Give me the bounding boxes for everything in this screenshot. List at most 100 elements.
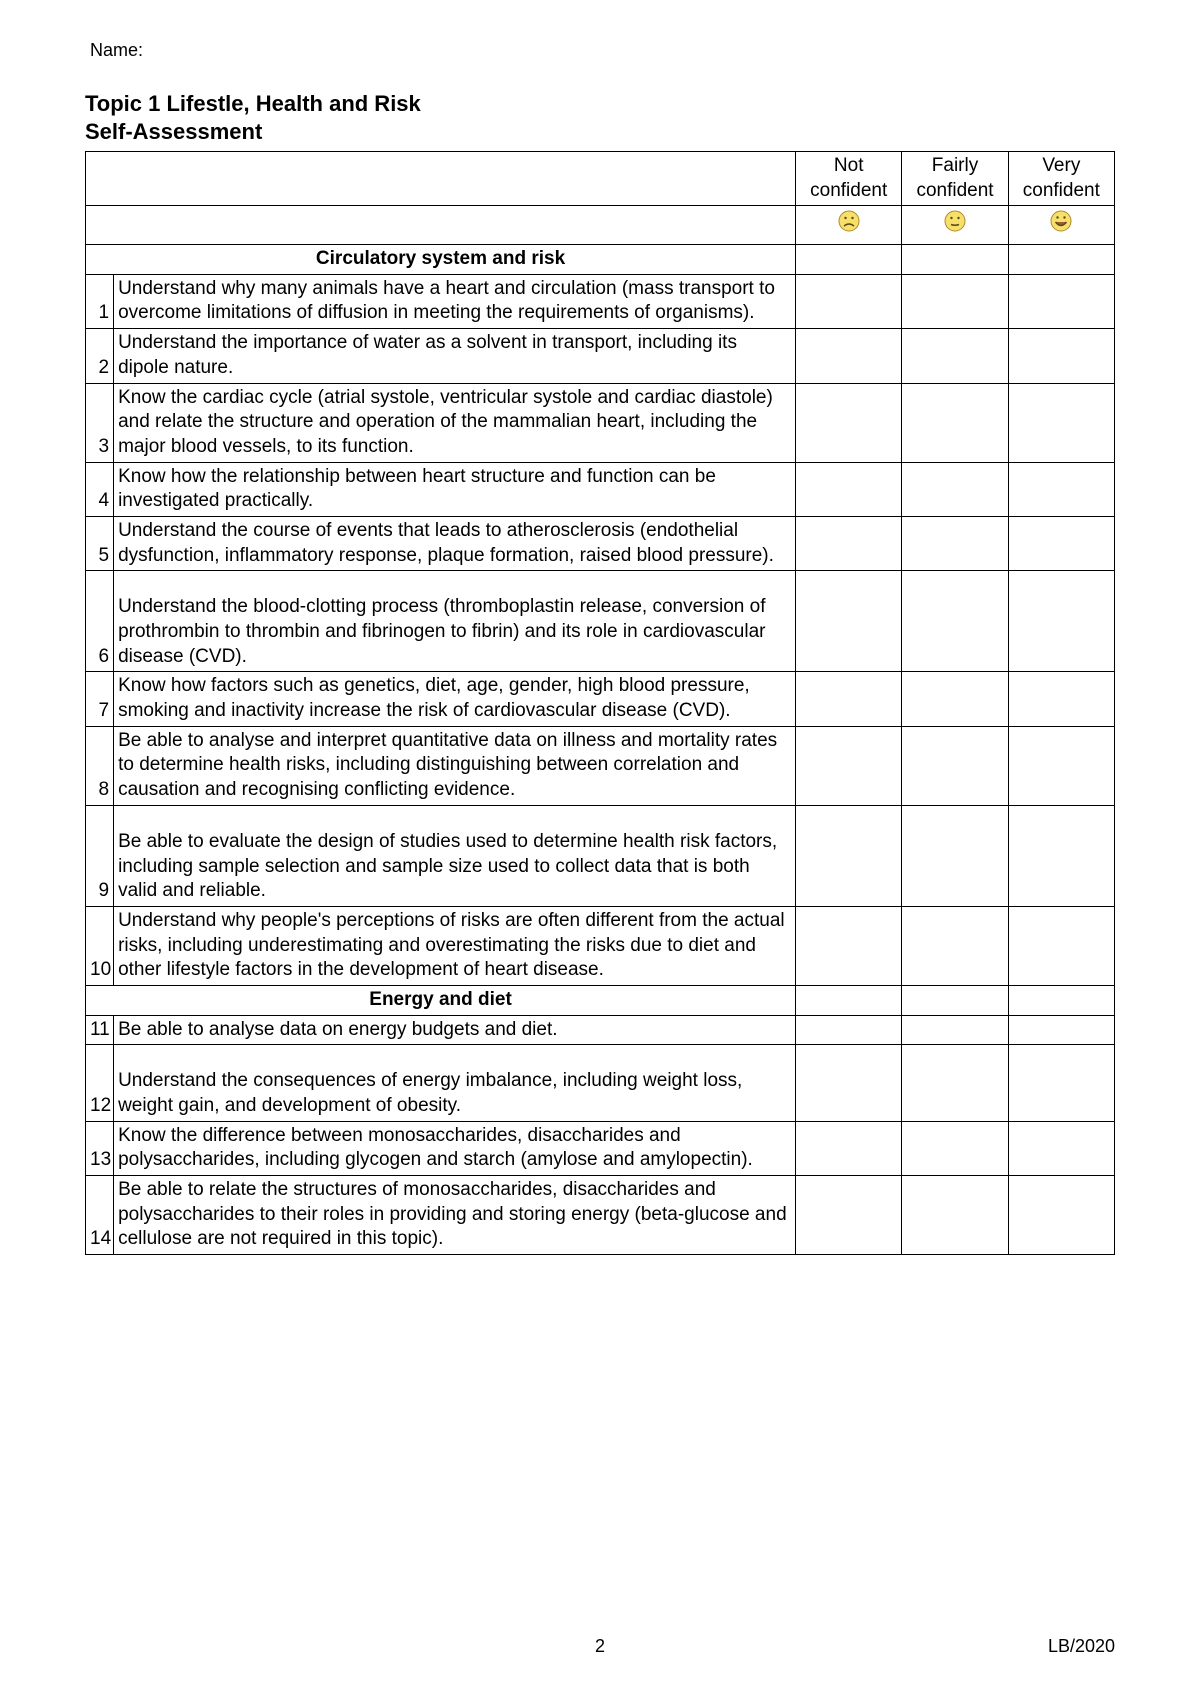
table-row: 10Understand why people's perceptions of…: [86, 906, 1115, 985]
header-row: Not confident Fairly confident Very conf…: [86, 152, 1115, 206]
document-page: Name: Topic 1 Lifestle, Health and Risk …: [0, 0, 1200, 1697]
confidence-cell[interactable]: [796, 274, 902, 328]
confidence-cell[interactable]: [1008, 245, 1114, 275]
footer-right: LB/2020: [1048, 1636, 1115, 1657]
confidence-cell[interactable]: [796, 805, 902, 906]
confidence-cell[interactable]: [902, 906, 1008, 985]
table-row: 14Be able to relate the structures of mo…: [86, 1176, 1115, 1255]
confidence-cell[interactable]: [796, 1176, 902, 1255]
header-fairly-confident: Fairly confident: [902, 152, 1008, 206]
row-number: 14: [86, 1176, 114, 1255]
confidence-cell[interactable]: [1008, 1015, 1114, 1045]
confidence-cell[interactable]: [902, 672, 1008, 726]
happy-face-icon: [1049, 209, 1073, 233]
confidence-cell[interactable]: [902, 1176, 1008, 1255]
confidence-cell[interactable]: [796, 985, 902, 1015]
table-row: 4Know how the relationship between heart…: [86, 462, 1115, 516]
confidence-cell[interactable]: [1008, 571, 1114, 672]
row-description: Be able to analyse data on energy budget…: [114, 1015, 796, 1045]
row-number: 1: [86, 274, 114, 328]
row-number: 5: [86, 516, 114, 570]
table-row: 9Be able to evaluate the design of studi…: [86, 805, 1115, 906]
confidence-cell[interactable]: [1008, 1045, 1114, 1121]
confidence-cell[interactable]: [796, 329, 902, 383]
row-description: Know the difference between monosacchari…: [114, 1121, 796, 1175]
happy-emoji-cell: [1008, 206, 1114, 245]
section-title: Circulatory system and risk: [86, 245, 796, 275]
confidence-cell[interactable]: [1008, 1121, 1114, 1175]
row-number: 12: [86, 1045, 114, 1121]
confidence-cell[interactable]: [796, 571, 902, 672]
confidence-cell[interactable]: [902, 245, 1008, 275]
row-description: Understand why many animals have a heart…: [114, 274, 796, 328]
confidence-cell[interactable]: [902, 329, 1008, 383]
confidence-cell[interactable]: [902, 805, 1008, 906]
footer-page-number: 2: [595, 1636, 605, 1657]
table-row: 7Know how factors such as genetics, diet…: [86, 672, 1115, 726]
confidence-cell[interactable]: [1008, 274, 1114, 328]
confidence-cell[interactable]: [902, 516, 1008, 570]
row-description: Understand the course of events that lea…: [114, 516, 796, 570]
row-description: Know the cardiac cycle (atrial systole, …: [114, 383, 796, 462]
emoji-row: [86, 206, 1115, 245]
section-header-row: Energy and diet: [86, 985, 1115, 1015]
confidence-cell[interactable]: [796, 672, 902, 726]
emoji-blank: [86, 206, 796, 245]
confidence-cell[interactable]: [1008, 906, 1114, 985]
confidence-cell[interactable]: [796, 906, 902, 985]
row-number: 13: [86, 1121, 114, 1175]
neutral-face-icon: [943, 209, 967, 233]
table-row: 3Know the cardiac cycle (atrial systole,…: [86, 383, 1115, 462]
row-description: Know how factors such as genetics, diet,…: [114, 672, 796, 726]
confidence-cell[interactable]: [1008, 1176, 1114, 1255]
page-footer: 2 LB/2020: [85, 1636, 1115, 1657]
sad-emoji-cell: [796, 206, 902, 245]
row-description: Be able to analyse and interpret quantit…: [114, 726, 796, 805]
confidence-cell[interactable]: [1008, 985, 1114, 1015]
row-number: 10: [86, 906, 114, 985]
sad-face-icon: [837, 209, 861, 233]
confidence-cell[interactable]: [796, 1045, 902, 1121]
confidence-cell[interactable]: [902, 1121, 1008, 1175]
row-number: 3: [86, 383, 114, 462]
confidence-cell[interactable]: [902, 1015, 1008, 1045]
confidence-cell[interactable]: [1008, 726, 1114, 805]
header-very-confident: Very confident: [1008, 152, 1114, 206]
row-number: 8: [86, 726, 114, 805]
confidence-cell[interactable]: [902, 571, 1008, 672]
row-description: Understand the importance of water as a …: [114, 329, 796, 383]
row-number: 7: [86, 672, 114, 726]
confidence-cell[interactable]: [902, 985, 1008, 1015]
neutral-emoji-cell: [902, 206, 1008, 245]
header-blank: [86, 152, 796, 206]
topic-title: Topic 1 Lifestle, Health and Risk: [85, 91, 1115, 117]
confidence-cell[interactable]: [902, 462, 1008, 516]
row-description: Be able to evaluate the design of studie…: [114, 805, 796, 906]
confidence-cell[interactable]: [1008, 462, 1114, 516]
confidence-cell[interactable]: [902, 383, 1008, 462]
section-title: Energy and diet: [86, 985, 796, 1015]
confidence-cell[interactable]: [796, 462, 902, 516]
name-label: Name:: [90, 40, 1115, 61]
table-row: 6Understand the blood-clotting process (…: [86, 571, 1115, 672]
row-number: 6: [86, 571, 114, 672]
table-row: 12Understand the consequences of energy …: [86, 1045, 1115, 1121]
confidence-cell[interactable]: [902, 274, 1008, 328]
confidence-cell[interactable]: [796, 516, 902, 570]
confidence-cell[interactable]: [1008, 329, 1114, 383]
confidence-cell[interactable]: [796, 1015, 902, 1045]
confidence-cell[interactable]: [796, 726, 902, 805]
confidence-cell[interactable]: [1008, 805, 1114, 906]
row-description: Know how the relationship between heart …: [114, 462, 796, 516]
confidence-cell[interactable]: [796, 1121, 902, 1175]
table-row: 13Know the difference between monosaccha…: [86, 1121, 1115, 1175]
confidence-cell[interactable]: [1008, 516, 1114, 570]
confidence-cell[interactable]: [796, 383, 902, 462]
confidence-cell[interactable]: [796, 245, 902, 275]
confidence-cell[interactable]: [902, 726, 1008, 805]
confidence-cell[interactable]: [1008, 383, 1114, 462]
confidence-cell[interactable]: [1008, 672, 1114, 726]
row-description: Understand the blood-clotting process (t…: [114, 571, 796, 672]
confidence-cell[interactable]: [902, 1045, 1008, 1121]
row-description: Be able to relate the structures of mono…: [114, 1176, 796, 1255]
